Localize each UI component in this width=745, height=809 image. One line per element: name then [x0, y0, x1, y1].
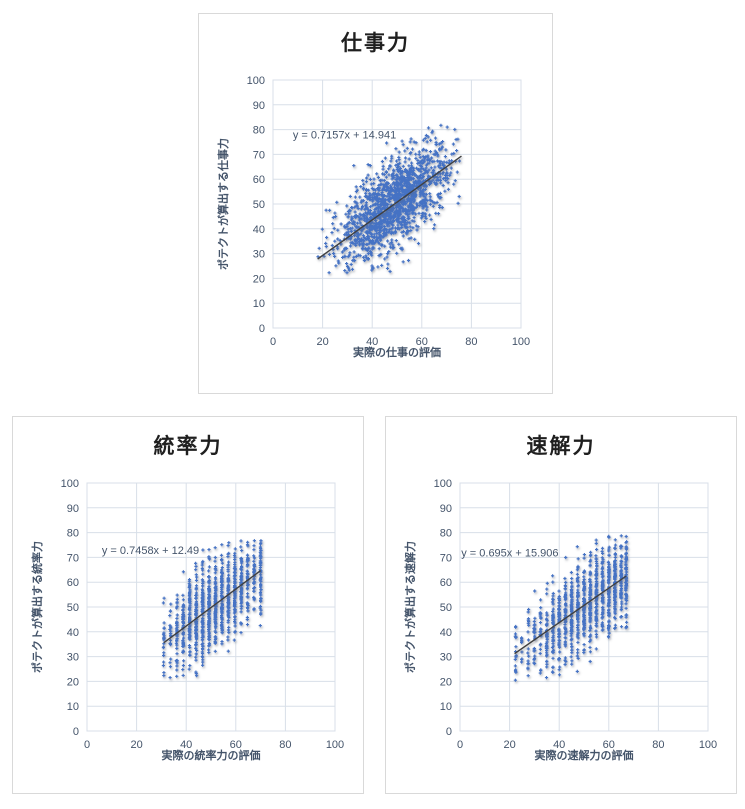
svg-text:100: 100 [699, 739, 717, 751]
chart-title: 統率力 [153, 435, 223, 458]
chart-plot-svg: 0 10 20 30 40 50 60 70 80 90 100 0 20 40 60 80 100 y = 0.… [247, 75, 531, 348]
scatter-points [316, 123, 462, 275]
svg-text:0: 0 [259, 323, 265, 335]
svg-text:50: 50 [440, 602, 452, 614]
svg-text:40: 40 [180, 739, 192, 751]
svg-text:80: 80 [253, 125, 265, 137]
svg-text:100: 100 [326, 739, 344, 751]
svg-text:90: 90 [440, 503, 452, 515]
scatter-points [513, 534, 629, 682]
x-axis-title: 実際の統率力の評価 [161, 750, 261, 762]
svg-text:80: 80 [465, 336, 477, 348]
svg-text:60: 60 [67, 577, 79, 589]
chart-title: 速解力 [526, 435, 596, 458]
plot-border [272, 79, 522, 329]
svg-text:60: 60 [253, 174, 265, 186]
svg-text:90: 90 [253, 100, 265, 112]
svg-text:60: 60 [603, 739, 615, 751]
svg-text:70: 70 [253, 149, 265, 161]
svg-text:30: 30 [253, 249, 265, 261]
trendline-equation-label: y = 0.7157x + 14.941 [293, 130, 396, 142]
svg-text:20: 20 [440, 676, 452, 688]
svg-text:0: 0 [457, 739, 463, 751]
svg-text:40: 40 [67, 627, 79, 639]
svg-text:80: 80 [279, 739, 291, 751]
svg-text:10: 10 [440, 701, 452, 713]
plot-border [86, 482, 336, 732]
svg-text:40: 40 [440, 627, 452, 639]
svg-text:50: 50 [67, 602, 79, 614]
y-axis-title: ポテクトが算出する仕事力 [218, 138, 230, 270]
trend-line [317, 155, 462, 260]
axis-tick-labels: 0 10 20 30 40 50 60 70 80 90 100 0 20 40 60 80 100 [61, 478, 345, 751]
scatter-points [161, 539, 263, 680]
svg-text:0: 0 [446, 726, 452, 738]
svg-text:70: 70 [440, 552, 452, 564]
svg-text:80: 80 [440, 528, 452, 540]
chart-plot-svg: 0 10 20 30 40 50 60 70 80 90 100 0 20 40 60 80 100 y = 0.… [434, 478, 718, 751]
svg-text:10: 10 [67, 701, 79, 713]
y-axis-title: ポテクトが算出する速解力 [405, 541, 417, 673]
trend-line [163, 569, 262, 644]
chart-card-quick-comprehension: 速解力 0 10 20 30 40 50 60 70 80 90 100 0 20 40 60 80 100 y … [385, 416, 737, 794]
chart-title: 仕事力 [341, 32, 410, 55]
svg-text:40: 40 [553, 739, 565, 751]
svg-text:80: 80 [652, 739, 664, 751]
svg-text:20: 20 [503, 739, 515, 751]
trendline-equation-label: y = 0.7458x + 12.49 [102, 545, 199, 557]
plot-border [459, 482, 709, 732]
trendline-equation-label: y = 0.695x + 15.906 [461, 547, 558, 559]
svg-text:80: 80 [67, 528, 79, 540]
svg-text:0: 0 [84, 739, 90, 751]
x-axis-title: 実際の速解力の評価 [534, 750, 634, 762]
axis-tick-labels: 0 10 20 30 40 50 60 70 80 90 100 0 20 40 60 80 100 [247, 75, 531, 348]
svg-text:100: 100 [247, 75, 265, 87]
svg-text:30: 30 [67, 652, 79, 664]
svg-text:20: 20 [316, 336, 328, 348]
svg-text:40: 40 [366, 336, 378, 348]
svg-text:100: 100 [512, 336, 530, 348]
svg-text:100: 100 [61, 478, 79, 490]
svg-text:0: 0 [73, 726, 79, 738]
svg-text:0: 0 [270, 336, 276, 348]
x-axis-title: 実際の仕事の評価 [353, 347, 441, 359]
svg-text:20: 20 [67, 676, 79, 688]
svg-text:60: 60 [440, 577, 452, 589]
svg-text:60: 60 [416, 336, 428, 348]
svg-text:50: 50 [253, 199, 265, 211]
svg-text:20: 20 [253, 273, 265, 285]
chart-card-leadership: 統率力 0 10 20 30 40 50 60 70 80 90 100 0 20 40 60 80 100 y … [12, 416, 364, 794]
chart-card-work-ability: 仕事力 0 10 20 30 40 50 60 70 80 90 100 0 20 40 60 80 100 y … [198, 13, 553, 394]
svg-text:90: 90 [67, 503, 79, 515]
svg-text:20: 20 [130, 739, 142, 751]
svg-text:30: 30 [440, 652, 452, 664]
axis-tick-labels: 0 10 20 30 40 50 60 70 80 90 100 0 20 40 60 80 100 [434, 478, 718, 751]
svg-text:100: 100 [434, 478, 452, 490]
trend-line [514, 575, 627, 655]
svg-text:10: 10 [253, 298, 265, 310]
svg-text:40: 40 [253, 224, 265, 236]
svg-text:60: 60 [230, 739, 242, 751]
svg-text:70: 70 [67, 552, 79, 564]
y-axis-title: ポテクトが算出する統率力 [32, 541, 44, 673]
chart-plot-svg: 0 10 20 30 40 50 60 70 80 90 100 0 20 40 60 80 100 y = 0.… [61, 478, 345, 751]
